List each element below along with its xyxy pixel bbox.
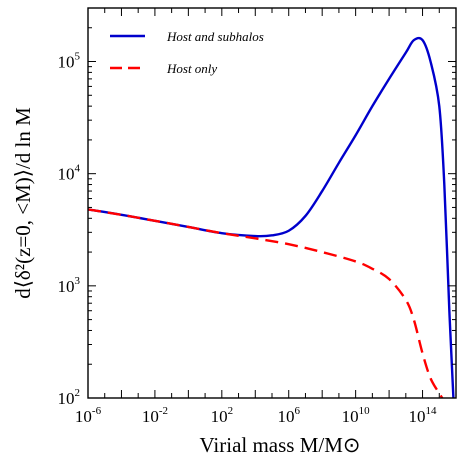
legend-label-host-only: Host only [166, 61, 217, 76]
legend-label-host-and-subhalos: Host and subhalos [166, 29, 264, 44]
x-tick-label-base: 10 [75, 407, 92, 426]
x-tick-label: 1014 [409, 405, 438, 426]
x-tick-label-base: 10 [409, 407, 426, 426]
x-tick-label-exponent: 2 [228, 405, 234, 417]
y-tick-label-exponent: 4 [75, 163, 81, 175]
x-tick-label-exponent: -6 [92, 405, 102, 417]
x-tick-label-exponent: 10 [359, 405, 371, 417]
series-line-host-only [88, 208, 444, 398]
y-tick-label-exponent: 2 [75, 387, 81, 399]
x-tick-label: 106 [277, 405, 300, 426]
y-tick-label: 104 [58, 163, 81, 184]
y-tick-label: 102 [58, 387, 81, 408]
x-axis-label-text: Virial mass M/M⊙ [200, 433, 361, 457]
y-axis-label-text: d⟨δ²(z=0, <M)⟩/d ln M [11, 107, 35, 299]
x-tick-label-base: 10 [211, 407, 228, 426]
x-tick-label-exponent: -2 [159, 405, 168, 417]
y-axis-label: d⟨δ²(z=0, <M)⟩/d ln M [11, 107, 35, 299]
plot-frame [87, 7, 457, 399]
y-tick-label: 103 [58, 275, 81, 296]
y-tick-label-exponent: 5 [75, 51, 81, 63]
y-tick-label-base: 10 [58, 277, 75, 296]
x-tick-label-base: 10 [342, 407, 359, 426]
legend: Host and subhalos Host only [110, 29, 264, 76]
y-tick-label-exponent: 3 [75, 275, 81, 287]
ticks-layer [87, 7, 457, 399]
series-line-host-and-subhalos [88, 36, 455, 398]
y-tick-label-base: 10 [58, 389, 75, 408]
x-axis-label: Virial mass M/M⊙ [200, 433, 361, 457]
x-tick-label-exponent: 14 [426, 405, 438, 417]
y-tick-label-base: 10 [58, 165, 75, 184]
x-tick-label: 10-6 [75, 405, 102, 426]
x-tick-label-base: 10 [142, 407, 159, 426]
x-tick-label-base: 10 [277, 407, 294, 426]
y-tick-label-base: 10 [58, 53, 75, 72]
x-tick-label-exponent: 6 [294, 405, 300, 417]
x-tick-label: 1010 [342, 405, 371, 426]
x-tick-label: 102 [211, 405, 234, 426]
x-tick-label: 10-2 [142, 405, 168, 426]
y-tick-label: 105 [58, 51, 81, 72]
series-layer [88, 36, 455, 398]
